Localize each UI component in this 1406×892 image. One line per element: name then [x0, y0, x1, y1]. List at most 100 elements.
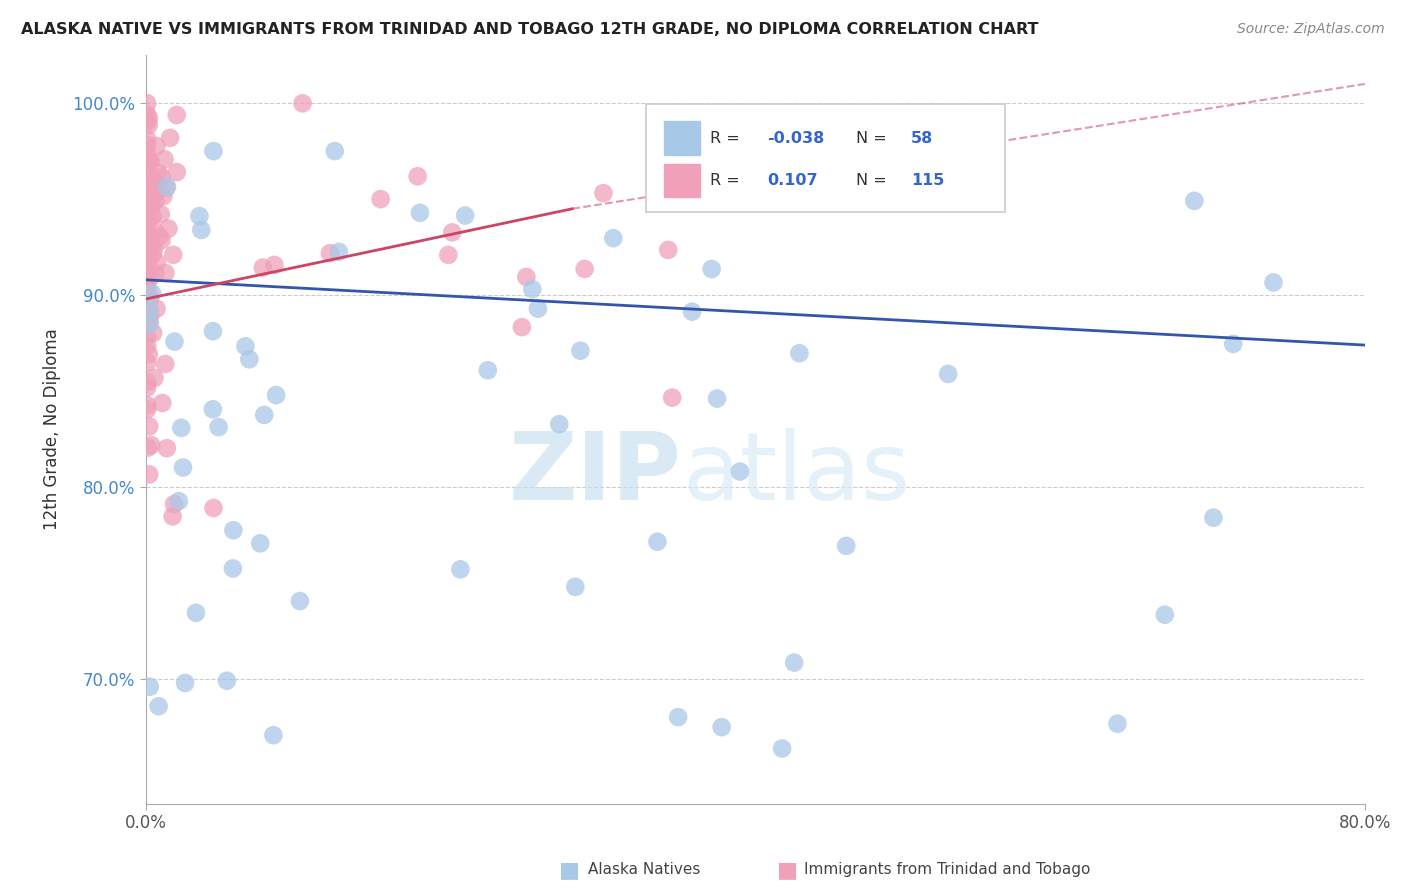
Point — [510, 320, 533, 334]
Text: N =: N = — [856, 131, 887, 145]
Point — [136, 282, 159, 296]
Point — [569, 343, 592, 358]
Point — [222, 561, 245, 575]
Point — [159, 131, 181, 145]
Point — [136, 398, 159, 412]
Point — [188, 209, 211, 223]
Point — [138, 155, 160, 169]
Point — [1202, 510, 1225, 524]
Point — [136, 375, 159, 389]
Point — [146, 183, 169, 197]
Point — [136, 138, 159, 153]
Point — [170, 421, 193, 435]
Point — [602, 231, 624, 245]
Point — [202, 501, 225, 516]
Point — [136, 441, 159, 455]
Point — [145, 301, 167, 316]
Point — [166, 165, 188, 179]
Point — [1182, 194, 1205, 208]
Point — [153, 153, 176, 167]
Point — [141, 438, 163, 452]
Y-axis label: 12th Grade, No Diploma: 12th Grade, No Diploma — [44, 328, 60, 531]
Text: -0.038: -0.038 — [768, 131, 825, 145]
Point — [136, 215, 159, 229]
Point — [136, 176, 159, 190]
Point — [574, 261, 596, 276]
Point — [202, 144, 225, 158]
Point — [163, 497, 186, 511]
Point — [437, 248, 460, 262]
Point — [148, 229, 170, 244]
Point — [1107, 716, 1129, 731]
Point — [162, 248, 184, 262]
Point — [136, 164, 159, 178]
Point — [162, 509, 184, 524]
Point — [201, 402, 224, 417]
Point — [262, 728, 284, 742]
Point — [136, 231, 159, 245]
Point — [141, 189, 163, 203]
Point — [238, 352, 260, 367]
Point — [454, 209, 477, 223]
Point — [155, 266, 177, 280]
Point — [150, 396, 173, 410]
Point — [136, 178, 159, 192]
Point — [222, 523, 245, 537]
Point — [136, 216, 159, 230]
Text: Immigrants from Trinidad and Tobago: Immigrants from Trinidad and Tobago — [804, 863, 1091, 877]
Point — [138, 314, 160, 328]
Point — [1222, 337, 1244, 351]
Point — [136, 204, 159, 219]
Point — [163, 334, 186, 349]
Text: atlas: atlas — [682, 428, 910, 521]
Point — [136, 96, 159, 111]
Point — [143, 371, 166, 385]
Point — [136, 212, 159, 227]
Text: R =: R = — [710, 131, 740, 145]
Point — [157, 221, 180, 235]
Point — [564, 580, 586, 594]
Point — [406, 169, 429, 184]
Point — [167, 494, 190, 508]
Point — [136, 259, 159, 273]
Point — [150, 170, 173, 185]
Text: 0.107: 0.107 — [768, 173, 818, 188]
Point — [215, 673, 238, 688]
Point — [155, 357, 177, 371]
Point — [441, 226, 464, 240]
Point — [136, 402, 159, 417]
Point — [136, 188, 159, 202]
Point — [166, 108, 188, 122]
Point — [666, 710, 689, 724]
Point — [1263, 276, 1285, 290]
Point — [783, 656, 806, 670]
Point — [146, 255, 169, 269]
Point — [138, 347, 160, 361]
Point — [136, 188, 159, 202]
Text: 115: 115 — [911, 173, 945, 188]
Point — [138, 272, 160, 286]
Point — [141, 286, 163, 301]
Point — [136, 329, 159, 343]
Text: Source: ZipAtlas.com: Source: ZipAtlas.com — [1237, 22, 1385, 37]
Point — [657, 243, 679, 257]
Point — [138, 111, 160, 125]
Point — [477, 363, 499, 377]
Point — [136, 229, 159, 244]
Point — [145, 225, 167, 239]
Point — [136, 184, 159, 198]
Point — [190, 223, 212, 237]
Point — [138, 419, 160, 434]
Point — [148, 699, 170, 714]
Point — [138, 293, 160, 307]
Point — [172, 460, 194, 475]
Point — [138, 467, 160, 482]
Point — [156, 441, 179, 455]
Point — [136, 381, 159, 395]
Point — [136, 256, 159, 270]
Point — [136, 258, 159, 272]
Point — [136, 238, 159, 252]
Point — [136, 265, 159, 279]
Point — [136, 194, 159, 209]
Point — [145, 139, 167, 153]
